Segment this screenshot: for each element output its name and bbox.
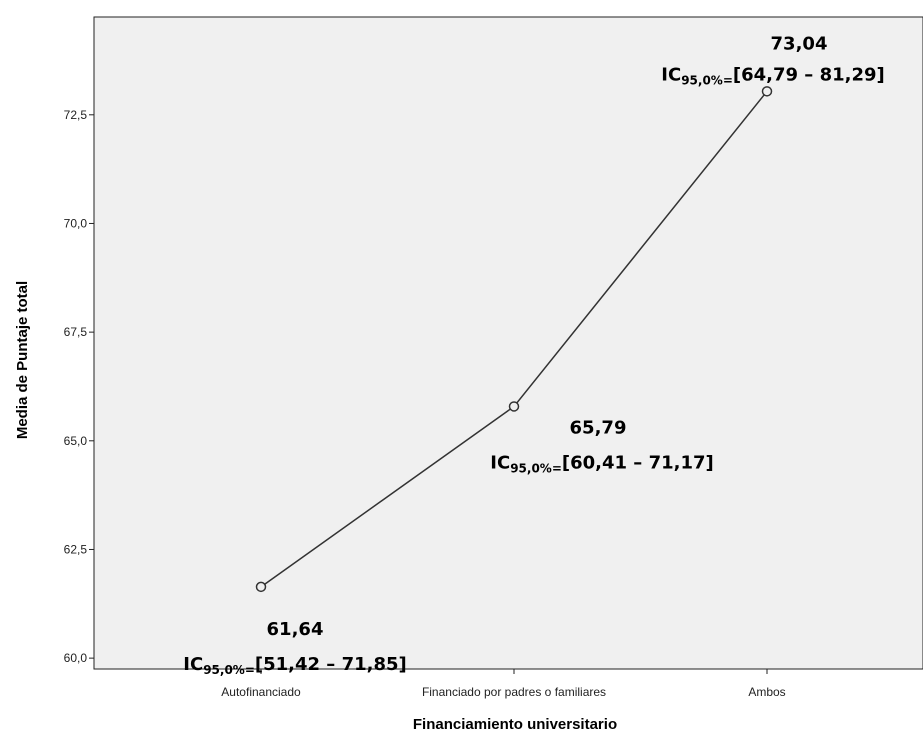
x-axis-ticks: Autofinanciado Financiado por padres o fa… <box>221 669 786 699</box>
data-label-value: 61,64 <box>267 619 324 640</box>
data-markers <box>255 86 773 593</box>
ci-prefix: IC <box>490 452 510 473</box>
ci-prefix: IC <box>661 64 681 85</box>
y-tick-label: 70,0 <box>64 216 88 230</box>
ci-subscript: 95,0%= <box>510 461 562 475</box>
plot-area <box>93 16 923 670</box>
ci-prefix: IC <box>183 654 203 675</box>
ci-subscript: 95,0%= <box>681 73 733 87</box>
ci-interval: [60,41 – 71,17] <box>562 452 714 473</box>
y-axis-title: Media de Puntaje total <box>14 281 31 439</box>
y-tick-label: 60,0 <box>64 651 88 665</box>
ci-interval: [51,42 – 71,85] <box>255 654 407 675</box>
y-tick-label: 67,5 <box>64 325 88 339</box>
data-point <box>761 86 773 97</box>
y-tick-label: 62,5 <box>64 542 88 556</box>
y-tick-label: 72,5 <box>64 108 88 122</box>
x-tick-label: Ambos <box>748 685 785 699</box>
data-label-value: 73,04 <box>771 33 828 54</box>
y-tick-label: 65,0 <box>64 434 88 448</box>
x-tick-label: Financiado por padres o familiares <box>422 685 606 699</box>
data-label-ci: IC95,0%=[60,41 – 71,17] <box>490 452 713 475</box>
data-label-value: 65,79 <box>570 417 627 438</box>
data-point <box>255 581 267 593</box>
ci-subscript: 95,0%= <box>203 663 255 677</box>
data-label-ci: IC95,0%=[51,42 – 71,85] <box>183 654 406 677</box>
data-label-ci: IC95,0%=[64,79 – 81,29] <box>661 64 884 87</box>
data-point <box>508 401 520 412</box>
x-tick-label: Autofinanciado <box>221 685 301 699</box>
ci-interval: [64,79 – 81,29] <box>733 64 885 85</box>
x-axis-title: Financiamiento universitario <box>413 716 617 733</box>
y-axis-ticks: 60,0 62,5 65,0 67,5 70,0 72,5 <box>64 108 94 665</box>
